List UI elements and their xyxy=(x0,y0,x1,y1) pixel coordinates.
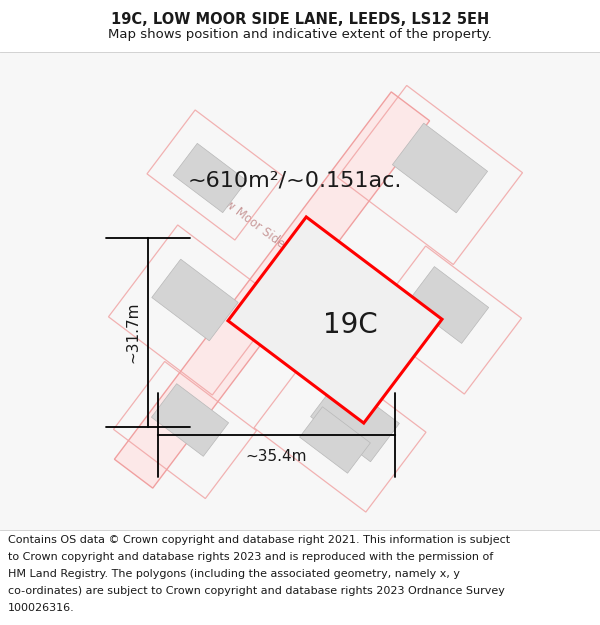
Polygon shape xyxy=(151,384,229,456)
Polygon shape xyxy=(407,267,488,343)
Polygon shape xyxy=(115,92,430,488)
Text: to Crown copyright and database rights 2023 and is reproduced with the permissio: to Crown copyright and database rights 2… xyxy=(8,552,493,562)
Text: 100026316.: 100026316. xyxy=(8,603,75,613)
Text: Map shows position and indicative extent of the property.: Map shows position and indicative extent… xyxy=(108,28,492,41)
Text: Low Moor Side Lane: Low Moor Side Lane xyxy=(211,189,313,271)
Text: ~35.4m: ~35.4m xyxy=(246,449,307,464)
Text: HM Land Registry. The polygons (including the associated geometry, namely x, y: HM Land Registry. The polygons (includin… xyxy=(8,569,460,579)
Text: Contains OS data © Crown copyright and database right 2021. This information is : Contains OS data © Crown copyright and d… xyxy=(8,535,510,545)
Bar xyxy=(0,52,600,530)
Polygon shape xyxy=(392,123,488,213)
Polygon shape xyxy=(299,407,370,473)
Text: ~610m²/~0.151ac.: ~610m²/~0.151ac. xyxy=(188,170,402,190)
Text: co-ordinates) are subject to Crown copyright and database rights 2023 Ordnance S: co-ordinates) are subject to Crown copyr… xyxy=(8,586,505,596)
Polygon shape xyxy=(173,143,247,212)
Polygon shape xyxy=(152,259,238,341)
Polygon shape xyxy=(228,217,442,423)
Text: ~31.7m: ~31.7m xyxy=(125,302,140,363)
Text: 19C, LOW MOOR SIDE LANE, LEEDS, LS12 5EH: 19C, LOW MOOR SIDE LANE, LEEDS, LS12 5EH xyxy=(111,12,489,27)
Polygon shape xyxy=(311,378,400,462)
Text: 19C: 19C xyxy=(323,311,377,339)
